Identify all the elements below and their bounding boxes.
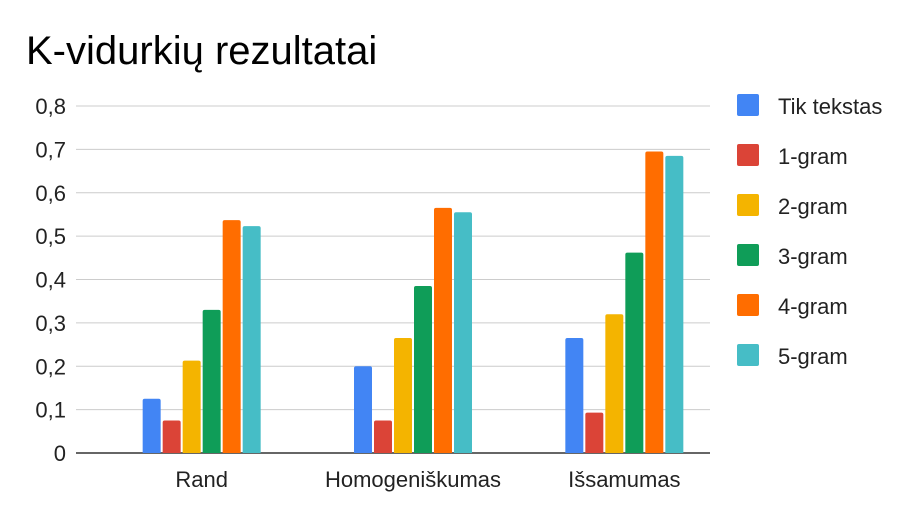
gridlines <box>76 105 710 454</box>
bars <box>142 151 684 453</box>
legend-swatch <box>737 94 759 116</box>
y-tick-label: 0,8 <box>35 94 66 119</box>
legend-label: Tik tekstas <box>778 94 882 119</box>
y-tick-label: 0,5 <box>35 224 66 249</box>
y-tick-label: 0,1 <box>35 398 66 423</box>
legend: Tik tekstas 1-gram 2-gram 3-gram 4-gram 5-gra… <box>737 94 882 369</box>
x-category-label: Homogeniškumas <box>325 467 501 492</box>
y-tick-label: 0,2 <box>35 354 66 379</box>
legend-swatch <box>737 194 759 216</box>
legend-swatch <box>737 294 759 316</box>
bar <box>394 338 412 453</box>
y-tick-label: 0,3 <box>35 311 66 336</box>
y-tick-label: 0,7 <box>35 137 66 162</box>
bar <box>182 360 201 453</box>
bar <box>374 420 392 453</box>
legend-label: 3-gram <box>778 244 848 269</box>
bar <box>605 314 624 453</box>
x-category-label: Rand <box>175 467 228 492</box>
x-axis-labels: Rand Homogeniškumas Išsamumas <box>175 467 680 492</box>
legend-label: 1-gram <box>778 144 848 169</box>
legend-swatch <box>737 344 759 366</box>
bar <box>645 151 664 453</box>
y-tick-label: 0,4 <box>35 268 66 293</box>
legend-swatch <box>737 144 759 166</box>
bar <box>454 212 472 453</box>
y-axis-ticks: 0 0,1 0,2 0,3 0,4 0,5 0,6 0,7 0,8 <box>35 94 66 466</box>
bar <box>242 226 261 453</box>
y-tick-label: 0 <box>54 441 66 466</box>
bar <box>162 420 181 453</box>
bar <box>202 309 221 453</box>
bar <box>354 366 372 453</box>
bar <box>222 220 241 453</box>
bar <box>625 252 644 453</box>
legend-label: 5-gram <box>778 344 848 369</box>
bar <box>142 398 161 453</box>
bar <box>565 338 584 453</box>
bar <box>434 207 452 453</box>
bar <box>665 155 684 453</box>
y-tick-label: 0,6 <box>35 181 66 206</box>
x-category-label: Išsamumas <box>568 467 680 492</box>
legend-label: 4-gram <box>778 294 848 319</box>
legend-label: 2-gram <box>778 194 848 219</box>
legend-swatch <box>737 244 759 266</box>
bar <box>414 286 432 453</box>
bar <box>585 412 604 453</box>
chart-title: K-vidurkių rezultatai <box>26 29 377 73</box>
